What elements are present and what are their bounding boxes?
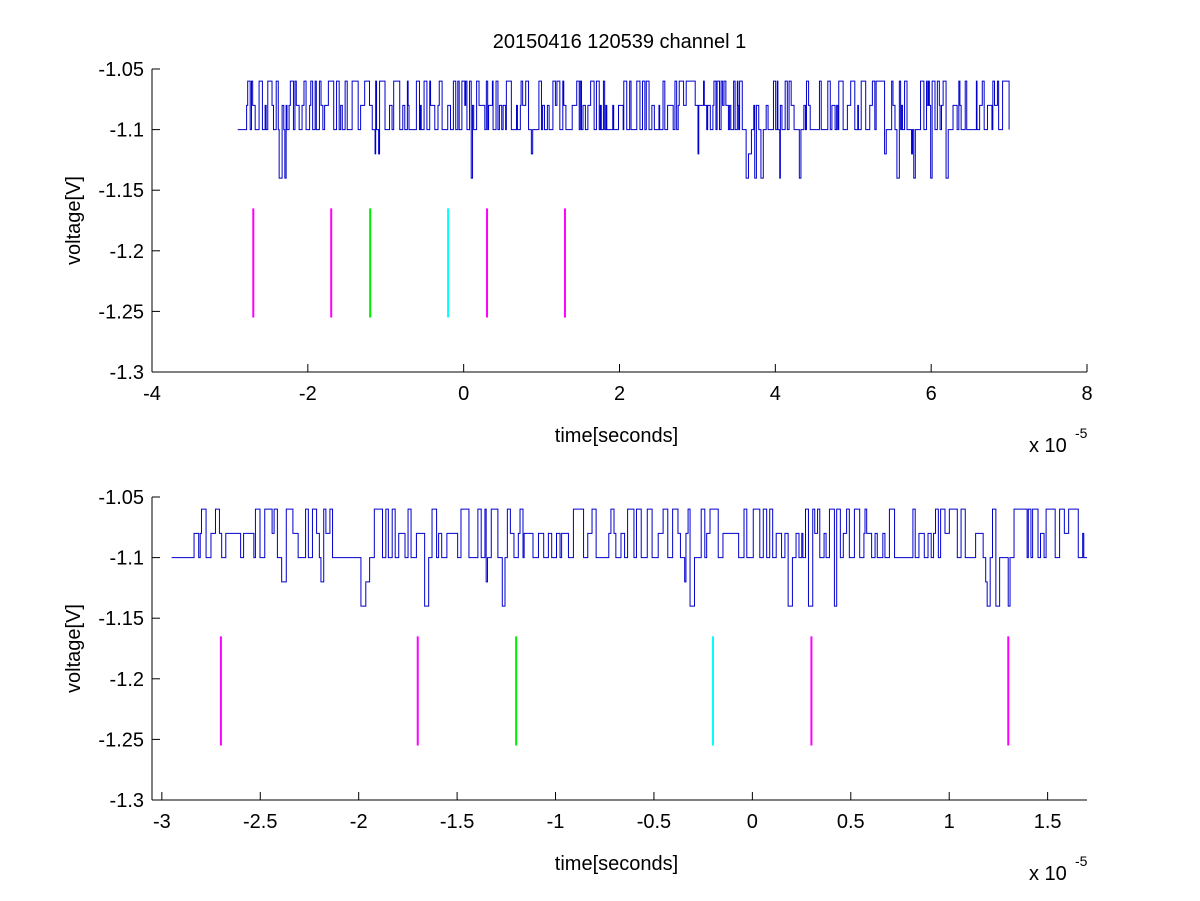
x-tick-label: -1 — [547, 811, 565, 833]
x-tick-label: 0 — [747, 811, 758, 833]
y-tick-label: -1.3 — [110, 790, 144, 812]
y-tick-label: -1.1 — [110, 120, 144, 142]
x-tick-label: 1 — [944, 811, 955, 833]
chart-2: -3 -2.5 -2 -1.5 -1 -0.5 0 0.5 1 1.5 -1.3 -1.25 -1.2 -… — [63, 487, 1088, 885]
signal-trace — [171, 508, 1087, 607]
x-tick-label: 0.5 — [837, 811, 865, 833]
x-tick-label: -2 — [299, 383, 317, 405]
x-tick-label: 2 — [614, 383, 625, 405]
y-tick-label: -1.2 — [110, 669, 144, 691]
y-tick-label: -1.2 — [110, 241, 144, 263]
x-axis-label: time[seconds] — [555, 853, 678, 875]
y-tick-label: -1.25 — [98, 301, 144, 323]
x-tick-label: -2.5 — [243, 811, 277, 833]
y-tick-label: -1.25 — [98, 729, 144, 751]
y-axis-label: voltage[V] — [63, 604, 85, 693]
y-tick-label: -1.3 — [110, 362, 144, 384]
y-tick-label: -1.15 — [98, 608, 144, 630]
x-tick-label: -0.5 — [637, 811, 671, 833]
x-scale-factor: x 10 — [1029, 435, 1067, 457]
x-tick-label: 1.5 — [1034, 811, 1062, 833]
x-tick-label: 6 — [926, 383, 937, 405]
x-axis-label: time[seconds] — [555, 425, 678, 447]
signal-trace — [237, 80, 1010, 179]
y-tick-label: -1.05 — [98, 59, 144, 81]
y-axis-label: voltage[V] — [63, 176, 85, 265]
y-tick-label: -1.15 — [98, 180, 144, 202]
chart-1: -4 -2 0 2 4 6 8 -1.3 -1.25 -1.2 -1.15 -1.1 -1.05 2015… — [63, 31, 1093, 457]
x-tick-label: -3 — [153, 811, 171, 833]
y-tick-label: -1.1 — [110, 548, 144, 570]
chart-title: 20150416 120539 channel 1 — [493, 31, 747, 53]
x-tick-label: -2 — [350, 811, 368, 833]
x-scale-exponent: -5 — [1075, 853, 1088, 869]
y-tick-label: -1.05 — [98, 487, 144, 509]
x-tick-label: 4 — [770, 383, 781, 405]
x-tick-label: 0 — [458, 383, 469, 405]
x-tick-label: -4 — [143, 383, 161, 405]
plots-layer: -4 -2 0 2 4 6 8 -1.3 -1.25 -1.2 -1.15 -1.1 -1.05 2015… — [63, 31, 1093, 885]
x-scale-factor: x 10 — [1029, 863, 1067, 885]
x-tick-label: -1.5 — [440, 811, 474, 833]
x-scale-exponent: -5 — [1075, 425, 1088, 441]
x-tick-label: 8 — [1081, 383, 1092, 405]
